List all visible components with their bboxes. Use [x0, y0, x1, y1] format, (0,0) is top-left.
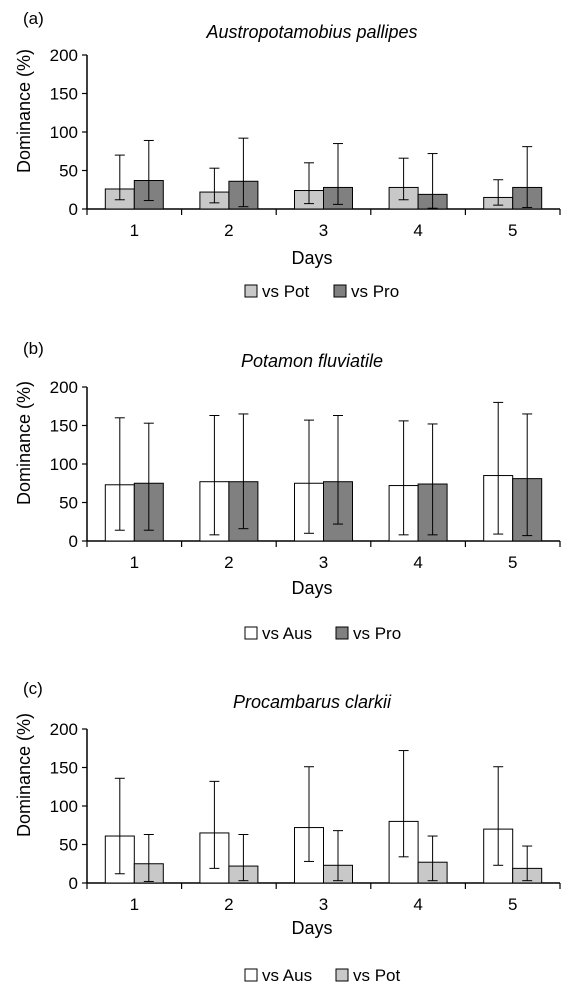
x-tick-label: 3 [319, 895, 328, 914]
x-tick-label: 1 [130, 221, 139, 240]
legend: vs Aus vs Pot [244, 966, 401, 985]
y-axis-title: Dominance (%) [14, 49, 34, 173]
x-axis-title: Days [291, 578, 332, 598]
legend-label-1: vs Pro [353, 624, 401, 643]
y-tick-label: 200 [50, 720, 78, 739]
y-tick-label: 100 [50, 123, 78, 142]
legend-swatch-1 [335, 968, 349, 982]
x-tick-label: 5 [508, 895, 517, 914]
y-tick-label: 150 [50, 759, 78, 778]
panel-label: (a) [23, 9, 44, 28]
legend-label-1: vs Pot [353, 966, 401, 985]
chart-panel-c: (c) Procambarus clarkii Dominance (%) Da… [14, 679, 561, 985]
y-tick-label: 200 [50, 378, 78, 397]
legend-label-0: vs Pot [262, 282, 310, 301]
y-axis-title: Dominance (%) [14, 381, 34, 505]
panel-label: (c) [23, 679, 43, 698]
chart-panel-a: (a) Austropotamobius pallipes Dominance … [14, 9, 561, 301]
legend: vs Pot vs Pro [244, 282, 399, 301]
x-tick-label: 4 [413, 895, 422, 914]
x-axis-title: Days [291, 248, 332, 268]
legend-swatch-1 [333, 284, 347, 298]
y-tick-label: 100 [50, 455, 78, 474]
y-tick-label: 0 [69, 200, 78, 219]
y-tick-label: 150 [50, 85, 78, 104]
x-tick-label: 2 [224, 553, 233, 572]
chart-title: Austropotamobius pallipes [205, 22, 417, 42]
x-tick-label: 2 [224, 895, 233, 914]
y-axis-title: Dominance (%) [14, 713, 34, 837]
legend-swatch-0 [244, 284, 258, 298]
x-axis-title: Days [291, 918, 332, 938]
y-tick-label: 200 [50, 46, 78, 65]
x-tick-label: 1 [130, 895, 139, 914]
chart-title: Procambarus clarkii [233, 692, 392, 712]
legend-swatch-0 [244, 968, 258, 982]
legend-label-0: vs Aus [262, 966, 312, 985]
x-tick-label: 4 [413, 221, 422, 240]
y-tick-label: 0 [69, 532, 78, 551]
x-tick-label: 5 [508, 221, 517, 240]
y-tick-label: 0 [69, 874, 78, 893]
chart-panel-b: (b) Potamon fluviatile Dominance (%) Day… [14, 339, 561, 643]
chart-title: Potamon fluviatile [241, 351, 383, 371]
y-tick-label: 150 [50, 417, 78, 436]
y-tick-label: 50 [59, 836, 78, 855]
panel-label: (b) [23, 339, 44, 358]
x-tick-label: 5 [508, 553, 517, 572]
y-tick-label: 50 [59, 494, 78, 513]
y-tick-label: 50 [59, 162, 78, 181]
legend-label-0: vs Aus [262, 624, 312, 643]
legend-swatch-1 [335, 626, 349, 640]
x-tick-label: 1 [130, 553, 139, 572]
legend-label-1: vs Pro [351, 282, 399, 301]
legend-swatch-0 [244, 626, 258, 640]
y-tick-label: 100 [50, 797, 78, 816]
x-tick-label: 4 [413, 553, 422, 572]
legend: vs Aus vs Pro [244, 624, 401, 643]
x-tick-label: 3 [319, 221, 328, 240]
x-tick-label: 2 [224, 221, 233, 240]
x-tick-label: 3 [319, 553, 328, 572]
